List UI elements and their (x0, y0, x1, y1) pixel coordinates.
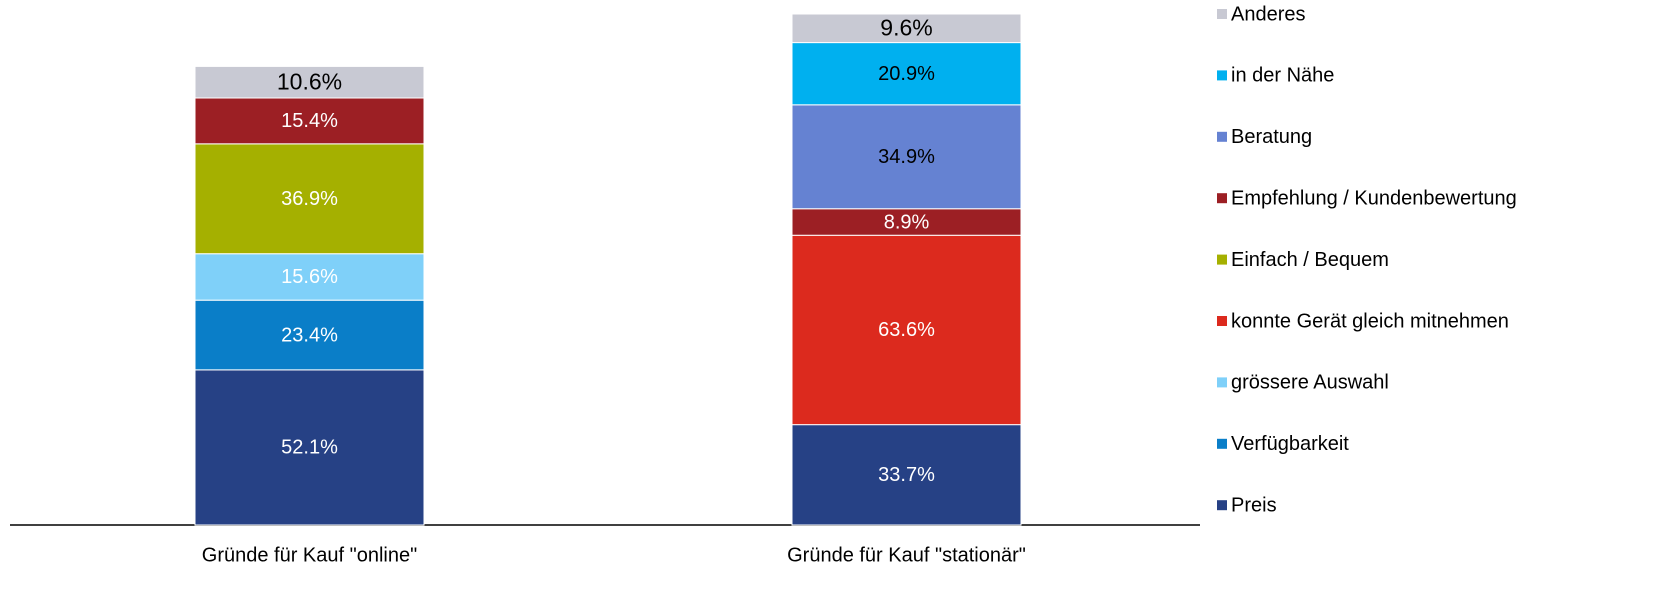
legend-label: Empfehlung / Kundenbewertung (1231, 187, 1517, 209)
data-label: 33.7% (878, 464, 935, 486)
data-label: 23.4% (281, 324, 338, 346)
data-label: 8.9% (884, 211, 930, 233)
bar-segment (194, 143, 425, 255)
bar-segment (791, 208, 1022, 236)
legend-swatch (1217, 500, 1227, 511)
bar-segment (791, 42, 1022, 106)
data-label: 63.6% (878, 319, 935, 341)
data-label: 10.6% (277, 68, 342, 94)
bar-segment (791, 424, 1022, 526)
legend-label: Anderes (1231, 3, 1306, 25)
data-label: 15.6% (281, 266, 338, 288)
legend-swatch (1217, 254, 1227, 265)
legend-label: Beratung (1231, 126, 1312, 148)
legend-label: in der Nähe (1231, 65, 1334, 87)
x-tick-label: Gründe für Kauf "online" (202, 544, 417, 566)
legend-swatch (1217, 316, 1227, 326)
legend-label: grössere Auswahl (1231, 372, 1389, 394)
legend-label: Preis (1231, 494, 1277, 516)
data-label: 36.9% (281, 188, 338, 210)
legend-swatch (1217, 438, 1227, 449)
data-label: 15.4% (281, 110, 338, 132)
bar-segment (194, 97, 425, 145)
legend-label: Einfach / Bequem (1231, 249, 1389, 271)
bar-segment (791, 104, 1022, 210)
legend-swatch (1217, 9, 1227, 19)
legend-swatch (1217, 193, 1227, 204)
bar-segment (194, 369, 425, 526)
data-label: 9.6% (880, 14, 932, 40)
data-label: 34.9% (878, 146, 935, 168)
bar-segment (791, 234, 1022, 426)
x-tick-label: Gründe für Kauf "stationär" (787, 544, 1026, 566)
data-label: 20.9% (878, 63, 935, 85)
legend-swatch (1217, 70, 1227, 81)
legend-swatch (1217, 131, 1227, 142)
bar-segment (194, 65, 425, 99)
legend-label: konnte Gerät gleich mitnehmen (1231, 310, 1509, 332)
legend-swatch (1217, 377, 1227, 388)
bar-segment (194, 299, 425, 371)
legend-label: Verfügbarkeit (1231, 433, 1349, 455)
data-label: 52.1% (281, 437, 338, 459)
bar-segment (791, 13, 1022, 44)
